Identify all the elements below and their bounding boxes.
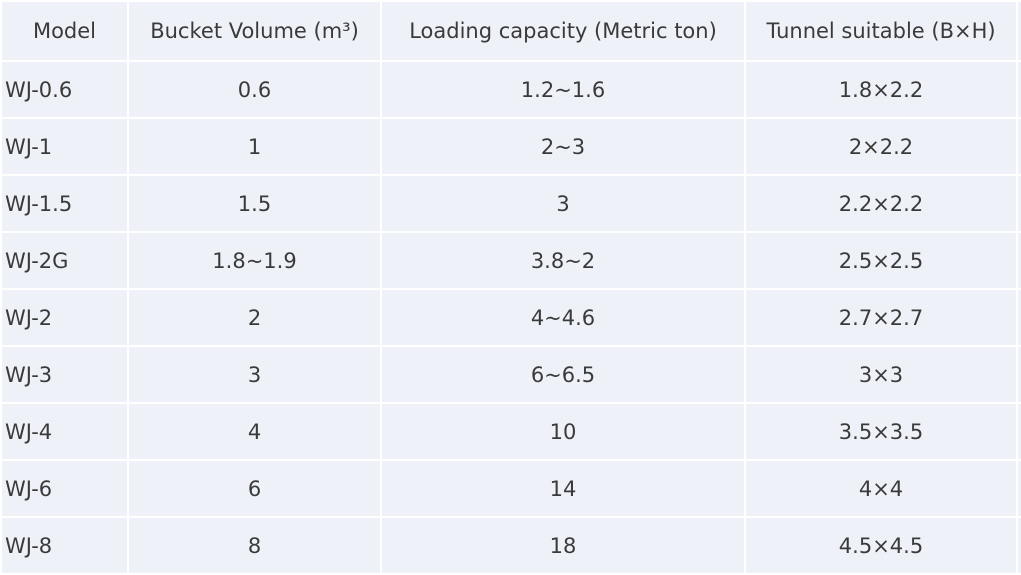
table-cell: 1.5 xyxy=(127,174,382,233)
table-cell: 2~3 xyxy=(380,117,746,176)
spacer-cell xyxy=(1016,0,1021,62)
table-cell: 3.5×3.5 xyxy=(744,402,1018,461)
spacer-cell xyxy=(1016,231,1021,290)
table-row: WJ-8 8 18 4.5×4.5 xyxy=(0,516,1021,575)
table-cell: 6 xyxy=(127,459,382,518)
spacer-cell xyxy=(1016,174,1021,233)
table-cell: 6~6.5 xyxy=(380,345,746,404)
spacer-cell xyxy=(1016,516,1021,575)
header-cell: Bucket Volume (m³) xyxy=(127,0,382,62)
table-cell: WJ-2 xyxy=(0,288,129,347)
table-cell: WJ-6 xyxy=(0,459,129,518)
table-cell: 4.5×4.5 xyxy=(744,516,1018,575)
table-cell: WJ-2G xyxy=(0,231,129,290)
table-cell: 2 xyxy=(127,288,382,347)
table-cell: 8 xyxy=(127,516,382,575)
spacer-cell xyxy=(1016,288,1021,347)
table-cell: 1.8×2.2 xyxy=(744,60,1018,119)
table-row: WJ-6 6 14 4×4 xyxy=(0,459,1021,518)
table-cell: 3.8~2 xyxy=(380,231,746,290)
table-cell: 2.7×2.7 xyxy=(744,288,1018,347)
table-cell: 4×4 xyxy=(744,459,1018,518)
table-cell: 1.8~1.9 xyxy=(127,231,382,290)
spacer-cell xyxy=(1016,402,1021,461)
table-cell: 3×3 xyxy=(744,345,1018,404)
table-cell: 3 xyxy=(127,345,382,404)
table-row: WJ-2G 1.8~1.9 3.8~2 2.5×2.5 xyxy=(0,231,1021,290)
table-cell: 2.2×2.2 xyxy=(744,174,1018,233)
table-row: WJ-4 4 10 3.5×3.5 xyxy=(0,402,1021,461)
table-cell: 10 xyxy=(380,402,746,461)
table-row: WJ-0.6 0.6 1.2~1.6 1.8×2.2 xyxy=(0,60,1021,119)
spacer-cell xyxy=(1016,117,1021,176)
table-cell: 1 xyxy=(127,117,382,176)
spacer-cell xyxy=(1016,345,1021,404)
table-cell: 18 xyxy=(380,516,746,575)
table-cell: 2×2.2 xyxy=(744,117,1018,176)
table-cell: WJ-8 xyxy=(0,516,129,575)
header-cell: Tunnel suitable (B×H) xyxy=(744,0,1018,62)
header-cell: Loading capacity (Metric ton) xyxy=(380,0,746,62)
header-row: Model Bucket Volume (m³) Loading capacity … xyxy=(0,0,1021,62)
table-row: WJ-2 2 4~4.6 2.7×2.7 xyxy=(0,288,1021,347)
spacer-cell xyxy=(1016,60,1021,119)
table-cell: 14 xyxy=(380,459,746,518)
table-cell: WJ-1 xyxy=(0,117,129,176)
table-cell: WJ-0.6 xyxy=(0,60,129,119)
table-body: WJ-0.6 0.6 1.2~1.6 1.8×2.2 WJ-1 1 2~3 2×2.2 WJ-1… xyxy=(0,60,1021,575)
table-cell: WJ-3 xyxy=(0,345,129,404)
table-cell: 1.2~1.6 xyxy=(380,60,746,119)
table-cell: 2.5×2.5 xyxy=(744,231,1018,290)
table-row: WJ-3 3 6~6.5 3×3 xyxy=(0,345,1021,404)
spacer-cell xyxy=(1016,459,1021,518)
table-row: WJ-1.5 1.5 3 2.2×2.2 xyxy=(0,174,1021,233)
table-cell: WJ-1.5 xyxy=(0,174,129,233)
table-cell: 0.6 xyxy=(127,60,382,119)
table-cell: 3 xyxy=(380,174,746,233)
table-row: WJ-1 1 2~3 2×2.2 xyxy=(0,117,1021,176)
table-cell: WJ-4 xyxy=(0,402,129,461)
table-cell: 4 xyxy=(127,402,382,461)
header-cell: Model xyxy=(0,0,129,62)
table-cell: 4~4.6 xyxy=(380,288,746,347)
